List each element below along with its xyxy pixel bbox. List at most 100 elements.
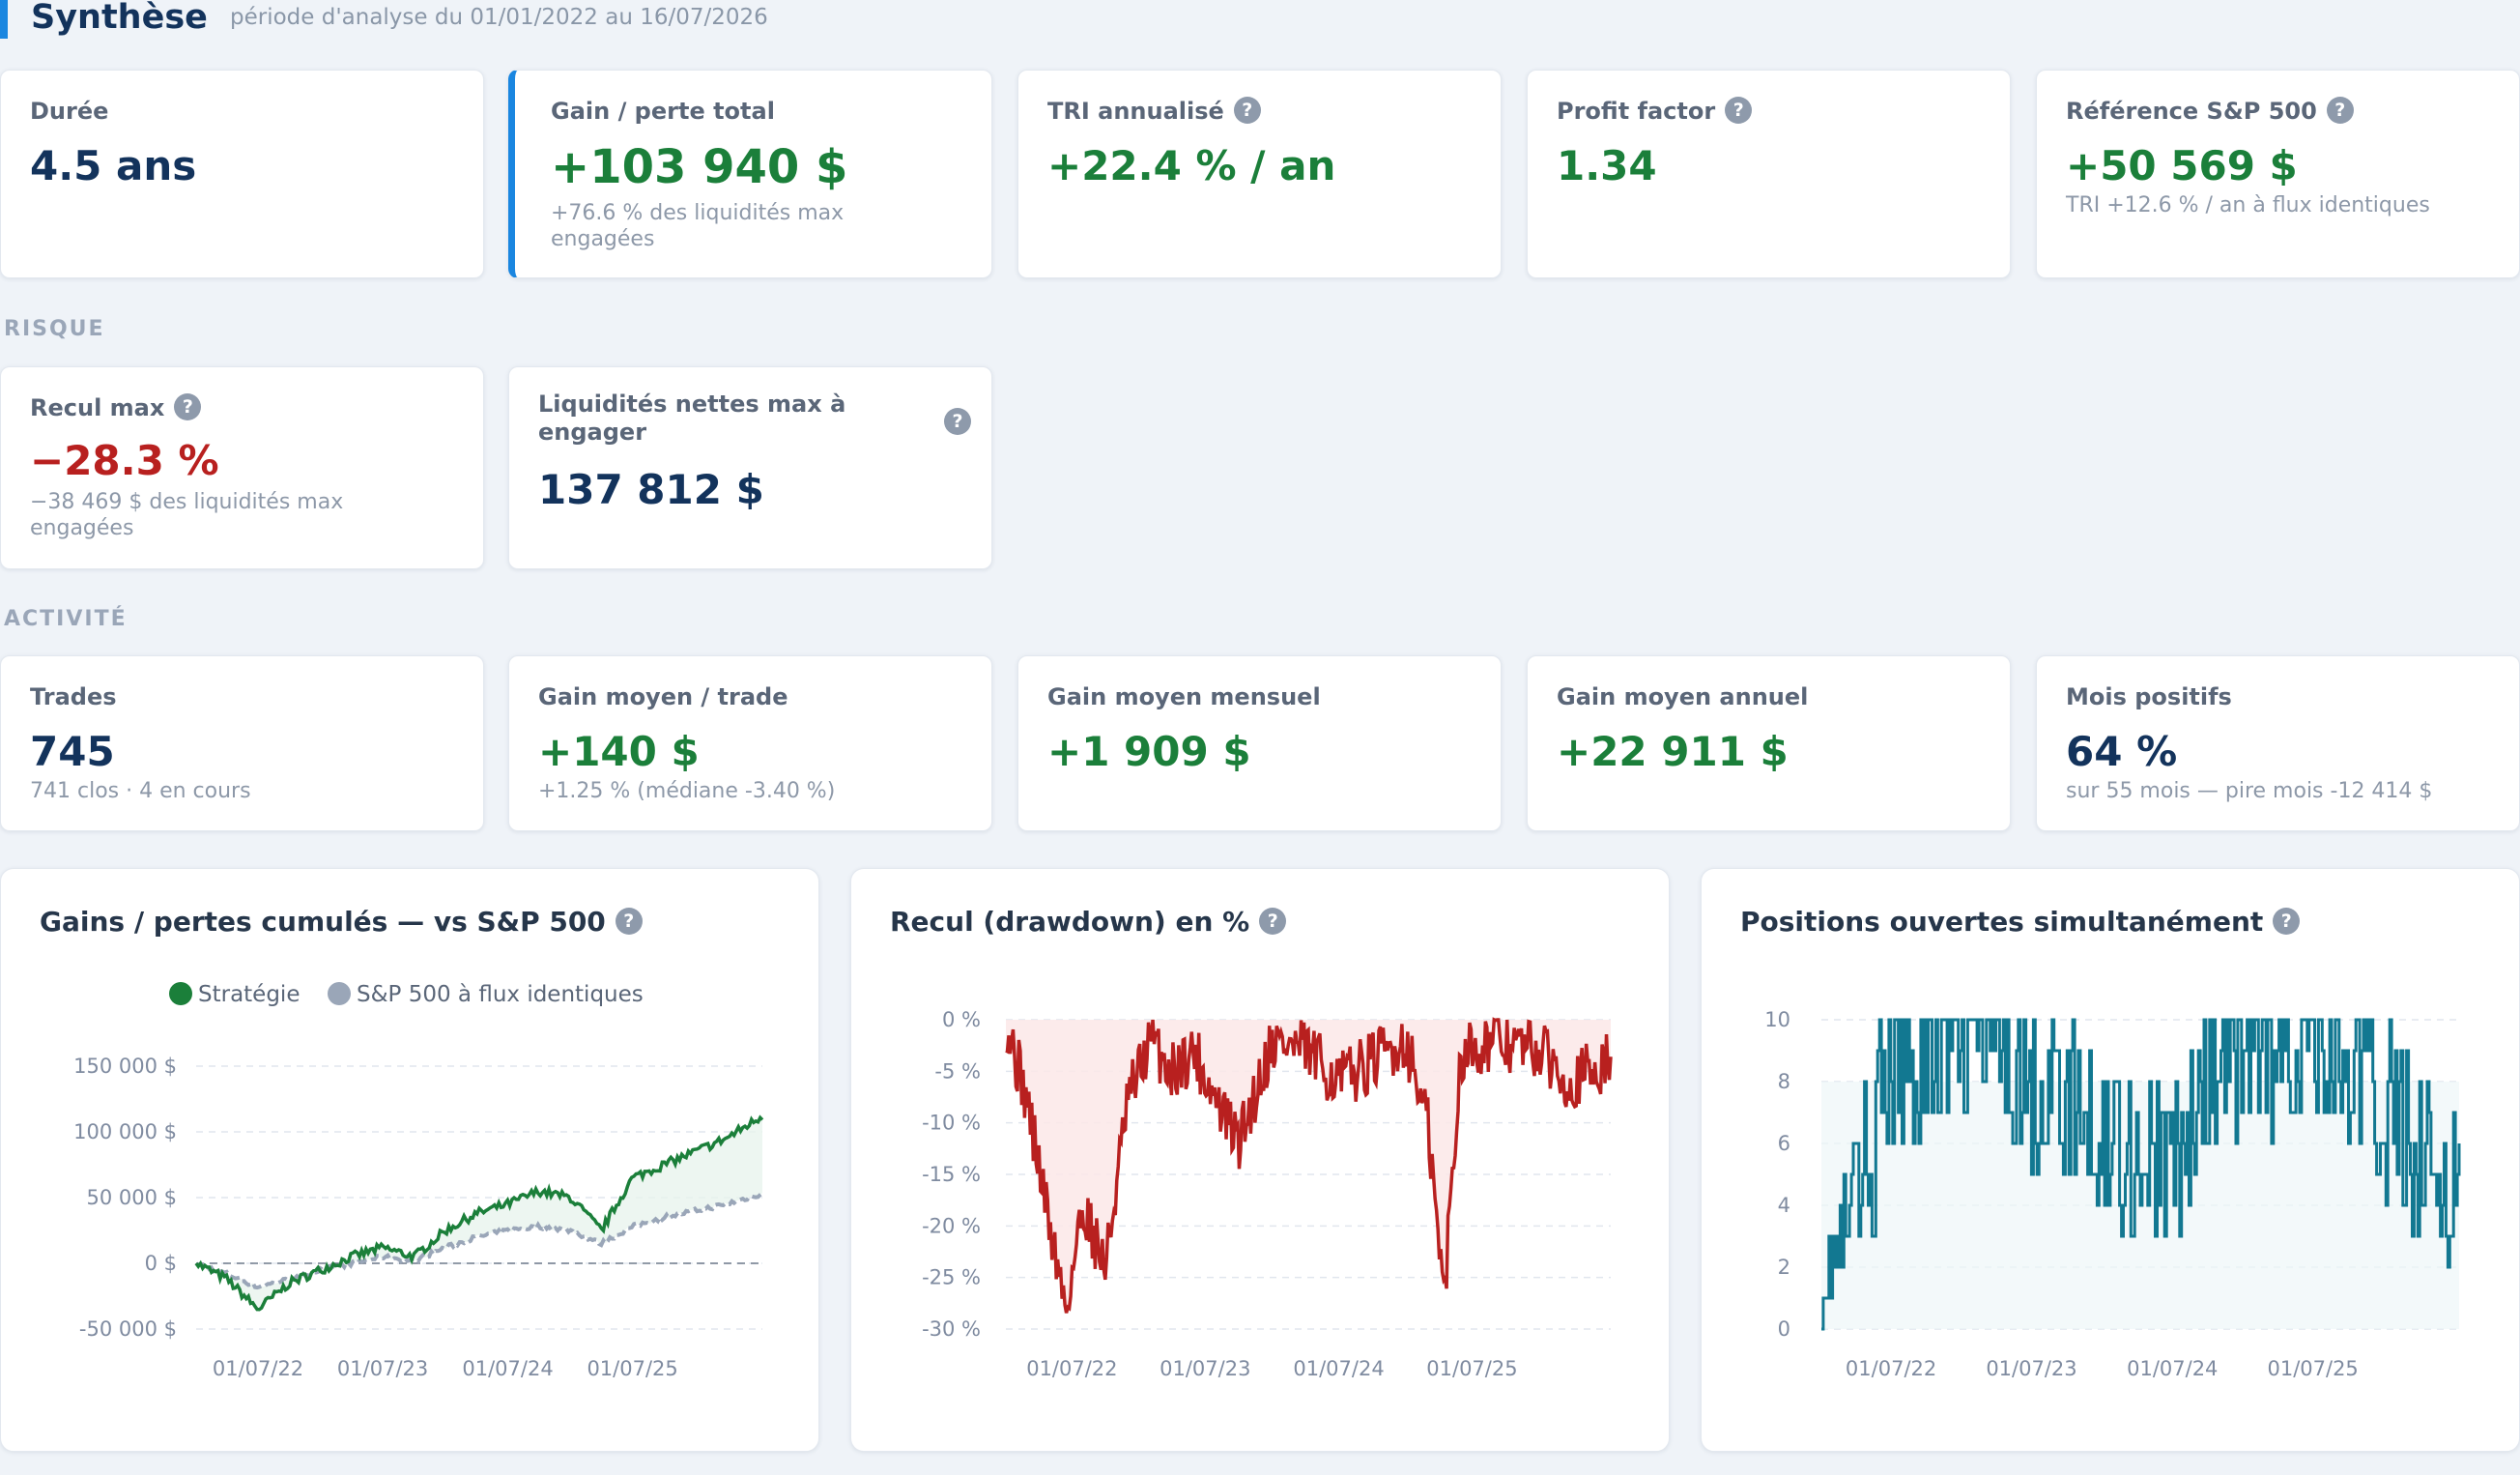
card-sub: sur 55 mois — pire mois -12 414 $ xyxy=(2066,779,2433,803)
card-sub: TRI +12.6 % / an à flux identiques xyxy=(2066,193,2430,217)
open-positions-svg: 10 8 6 4 2 0 01/07/22 01/07/23 01/07/24 01/07/25 xyxy=(1764,1008,2461,1380)
card-trades: Trades 745 741 clos · 4 en cours xyxy=(0,655,484,831)
card-sub: 741 clos · 4 en cours xyxy=(30,779,251,803)
help-icon[interactable]: ? xyxy=(1725,97,1753,124)
help-icon[interactable]: ? xyxy=(615,908,643,935)
chart-drawdown: Recul (drawdown) en %? 0 % -5 % -10 % -15 %… xyxy=(850,868,1670,1452)
x-tick-label: 01/07/22 xyxy=(1026,1357,1117,1380)
y-tick-label: -10 % xyxy=(922,1112,981,1135)
card-label: Gain moyen annuel xyxy=(1557,683,1809,710)
y-tick-label: 0 xyxy=(1778,1317,1790,1341)
help-icon[interactable]: ? xyxy=(1233,97,1261,124)
chart-open-positions: Positions ouvertes simultanément? 10 8 6 4 2… xyxy=(1701,868,2520,1452)
card-positive-months: Mois positifs 64 % sur 55 mois — pire mo… xyxy=(2036,655,2520,831)
help-icon[interactable]: ? xyxy=(2326,97,2354,124)
card-label: TRI annualisé? xyxy=(1047,97,1261,126)
card-value: 745 xyxy=(30,728,115,775)
positions-line xyxy=(1821,1018,2461,1331)
card-value: +50 569 $ xyxy=(2066,142,2298,189)
x-tick-label: 01/07/25 xyxy=(1426,1357,1517,1380)
drawdown-area xyxy=(1006,1020,1611,1314)
card-value: 137 812 $ xyxy=(538,466,764,513)
section-activity: ACTIVITÉ xyxy=(4,607,128,631)
x-tick-label: 01/07/25 xyxy=(2267,1357,2358,1380)
card-label-text: Profit factor xyxy=(1557,98,1716,125)
x-tick-label: 01/07/23 xyxy=(1160,1357,1250,1380)
card-value: +140 $ xyxy=(538,728,700,775)
card-avg-year: Gain moyen annuel +22 911 $ xyxy=(1527,655,2011,831)
chart-title-text: Gains / pertes cumulés — vs S&P 500 xyxy=(40,906,606,938)
legend-marker-strategy xyxy=(169,982,192,1005)
header-accent-bar xyxy=(0,0,8,39)
card-max-cash: Liquidités nettes max à engager ? 137 81… xyxy=(508,366,992,569)
x-tick-label: 01/07/23 xyxy=(337,1357,428,1380)
y-tick-label: 150 000 $ xyxy=(73,1055,177,1078)
card-sub: +1.25 % (médiane -3.40 %) xyxy=(538,779,836,803)
legend-label-strategy: Stratégie xyxy=(198,982,300,1007)
card-value: +1 909 $ xyxy=(1047,728,1251,775)
card-label-text: TRI annualisé xyxy=(1047,98,1224,125)
chart-title: Recul (drawdown) en %? xyxy=(890,906,1287,938)
card-value: +22 911 $ xyxy=(1557,728,1789,775)
series-gap-area xyxy=(196,1117,762,1310)
page-header: Synthèse période d'analyse du 01/01/2022… xyxy=(0,0,2520,39)
help-icon[interactable]: ? xyxy=(944,408,971,435)
y-tick-label: -25 % xyxy=(922,1266,981,1289)
card-label: Gain / perte total xyxy=(551,98,775,125)
chart-title: Gains / pertes cumulés — vs S&P 500? xyxy=(40,906,643,938)
card-value: 4.5 ans xyxy=(30,142,197,189)
card-sub: −38 469 $ des liquidités max engagées xyxy=(30,490,344,540)
y-tick-label: 0 $ xyxy=(145,1252,177,1275)
drawdown-line xyxy=(1005,1017,1613,1314)
card-duration: Durée 4.5 ans xyxy=(0,70,484,278)
drawdown-svg: 0 % -5 % -10 % -15 % -20 % -25 % -30 % 01/07/22… xyxy=(922,1008,1613,1380)
section-risk: RISQUE xyxy=(4,317,105,341)
card-value: +103 940 $ xyxy=(551,140,848,194)
card-sp500-reference: Référence S&P 500? +50 569 $ TRI +12.6 %… xyxy=(2036,70,2520,278)
x-tick-label: 01/07/22 xyxy=(213,1357,303,1380)
card-label: Trades xyxy=(30,683,117,710)
y-tick-label: 8 xyxy=(1778,1070,1790,1093)
y-tick-label: -20 % xyxy=(922,1214,981,1237)
y-tick-label: -15 % xyxy=(922,1163,981,1186)
y-tick-label: 10 xyxy=(1764,1008,1790,1031)
card-label: Recul max? xyxy=(30,393,202,422)
y-tick-label: 6 xyxy=(1778,1132,1790,1155)
card-label-text: Recul max xyxy=(30,394,165,421)
x-tick-label: 01/07/25 xyxy=(587,1357,677,1380)
card-label: Référence S&P 500? xyxy=(2066,97,2354,126)
legend-label-sp500: S&P 500 à flux identiques xyxy=(357,982,644,1007)
x-tick-label: 01/07/22 xyxy=(1846,1357,1936,1380)
card-label: Gain moyen / trade xyxy=(538,683,788,710)
card-label: Gain moyen mensuel xyxy=(1047,683,1321,710)
chart-title: Positions ouvertes simultanément? xyxy=(1740,906,2301,938)
chart-title-text: Positions ouvertes simultanément xyxy=(1740,906,2264,938)
y-tick-label: 2 xyxy=(1778,1256,1790,1279)
card-sub: +76.6 % des liquidités max engagées xyxy=(551,201,845,251)
help-icon[interactable]: ? xyxy=(174,393,202,420)
y-tick-label: 4 xyxy=(1778,1194,1790,1217)
card-avg-month: Gain moyen mensuel +1 909 $ xyxy=(1017,655,1502,831)
card-value: 64 % xyxy=(2066,728,2178,775)
analysis-period: période d'analyse du 01/01/2022 au 16/07… xyxy=(230,5,768,30)
card-value: +22.4 % / an xyxy=(1047,142,1336,189)
legend-marker-sp500 xyxy=(328,982,351,1005)
y-tick-label: -30 % xyxy=(922,1317,981,1341)
series-line-strategy xyxy=(194,1114,764,1312)
card-label-text: Référence S&P 500 xyxy=(2066,98,2317,125)
help-icon[interactable]: ? xyxy=(1259,908,1287,935)
y-tick-label: 50 000 $ xyxy=(86,1186,177,1209)
x-tick-label: 01/07/24 xyxy=(2127,1357,2218,1380)
card-label: Mois positifs xyxy=(2066,683,2232,710)
page-title: Synthèse xyxy=(31,0,208,37)
help-icon[interactable]: ? xyxy=(2273,908,2301,935)
cumulative-pnl-svg: Stratégie S&P 500 à flux identiques 150 00… xyxy=(73,982,764,1380)
y-tick-label: -50 000 $ xyxy=(79,1317,177,1341)
card-label: Durée xyxy=(30,98,109,125)
x-tick-label: 01/07/24 xyxy=(1293,1357,1384,1380)
chart-title-text: Recul (drawdown) en % xyxy=(890,906,1250,938)
card-total-gain: Gain / perte total +103 940 $ +76.6 % de… xyxy=(508,70,992,278)
card-value: −28.3 % xyxy=(30,437,219,484)
x-tick-label: 01/07/23 xyxy=(1986,1357,2076,1380)
card-irr: TRI annualisé? +22.4 % / an xyxy=(1017,70,1502,278)
